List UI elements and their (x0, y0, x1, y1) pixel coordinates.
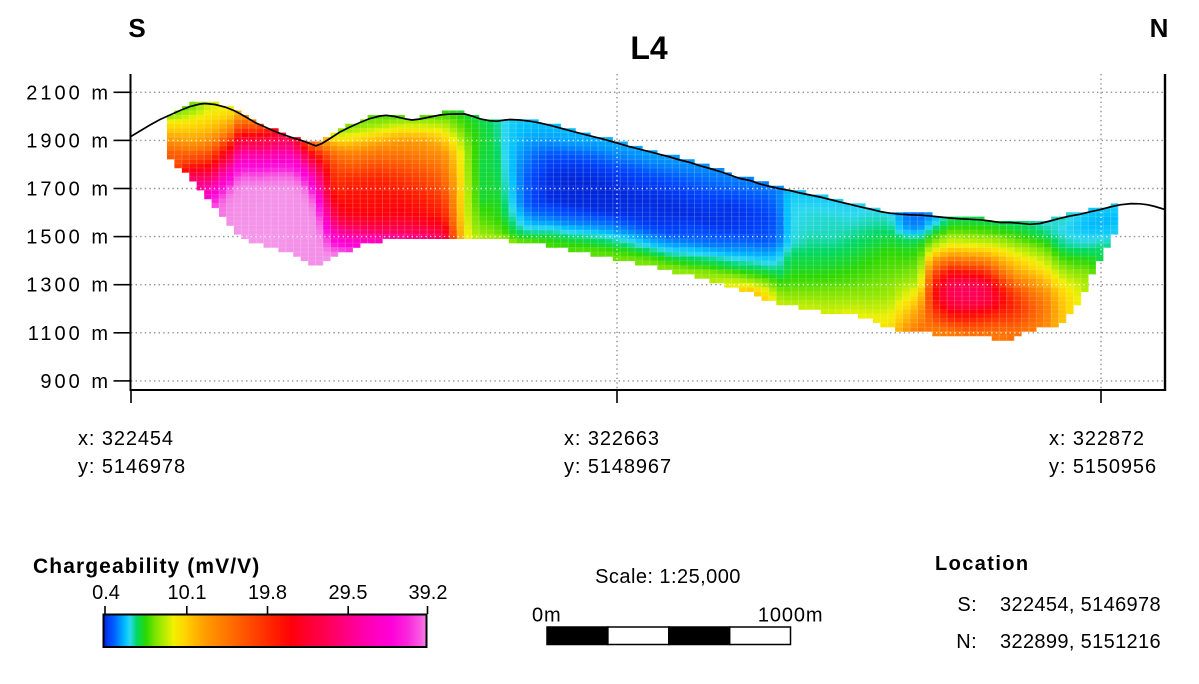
svg-text:Chargeability (mV/V): Chargeability (mV/V) (33, 555, 260, 578)
svg-text:Location: Location (935, 553, 1030, 575)
svg-text:x: 322663: x: 322663 (564, 428, 660, 450)
svg-text:900 m: 900 m (40, 371, 111, 393)
svg-text:1100 m: 1100 m (28, 323, 111, 345)
svg-text:0.4: 0.4 (92, 582, 120, 604)
svg-text:S:: S: (957, 594, 977, 616)
svg-text:x: 322454: x: 322454 (78, 428, 174, 450)
svg-text:322899, 5151216: 322899, 5151216 (1000, 631, 1161, 653)
svg-text:L4: L4 (630, 30, 668, 66)
svg-text:19.8: 19.8 (248, 582, 287, 604)
svg-text:x: 322872: x: 322872 (1049, 428, 1145, 450)
svg-text:y: 5148967: y: 5148967 (564, 456, 672, 478)
svg-text:1700 m: 1700 m (26, 179, 111, 201)
svg-text:1000m: 1000m (758, 605, 824, 627)
svg-text:10.1: 10.1 (168, 582, 207, 604)
svg-text:2100 m: 2100 m (26, 82, 111, 104)
svg-text:S: S (128, 13, 145, 43)
svg-text:N: N (1150, 13, 1169, 43)
svg-text:1500 m: 1500 m (26, 227, 111, 249)
svg-text:29.5: 29.5 (329, 582, 368, 604)
svg-text:y: 5146978: y: 5146978 (78, 456, 186, 478)
svg-text:1900 m: 1900 m (26, 130, 111, 152)
svg-text:1300 m: 1300 m (26, 275, 111, 297)
svg-text:0m: 0m (532, 605, 562, 627)
svg-text:N:: N: (956, 631, 977, 653)
svg-text:39.2: 39.2 (409, 582, 448, 604)
svg-text:Scale: 1:25,000: Scale: 1:25,000 (595, 566, 741, 588)
svg-text:y: 5150956: y: 5150956 (1049, 456, 1157, 478)
svg-text:322454, 5146978: 322454, 5146978 (1000, 594, 1161, 616)
